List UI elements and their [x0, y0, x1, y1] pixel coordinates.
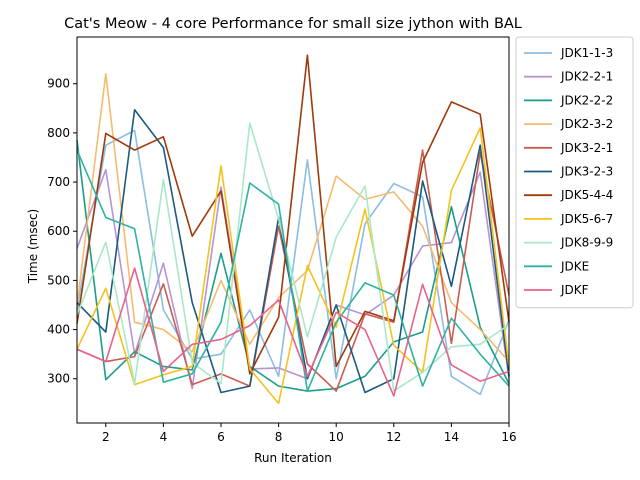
x-axis: 2 4 6 8 10 12 14 16 — [102, 423, 517, 444]
legend-label: JDK1-1-3 — [560, 46, 613, 60]
series-line-jdke — [76, 149, 510, 392]
x-tick-label: 4 — [160, 430, 168, 444]
y-tick-label: 500 — [47, 273, 70, 287]
legend-label: JDK3-2-1 — [560, 141, 613, 155]
y-tick-label: 300 — [47, 372, 70, 386]
legend-label: JDKF — [560, 283, 589, 297]
plot-lines — [76, 54, 510, 405]
y-axis-label: Time (msec) — [26, 209, 40, 284]
legend: JDK1-1-3 JDK2-2-1 JDK2-2-2 JDK2-3-2 JDK3-2-1… — [515, 36, 634, 309]
x-tick-label: 10 — [329, 430, 344, 444]
y-axis: 300 400 500 600 700 800 900 — [47, 77, 77, 386]
legend-label: JDK2-3-2 — [560, 117, 613, 131]
x-tick-label: 16 — [501, 430, 516, 444]
series-line-jdk1-1-3 — [76, 129, 510, 396]
y-tick-label: 700 — [47, 175, 70, 189]
y-tick-label: 400 — [47, 323, 70, 337]
series-line-jdk2-3-2 — [76, 73, 510, 363]
legend-label: JDK3-2-3 — [560, 165, 613, 179]
legend-label: JDK8-9-9 — [560, 236, 613, 250]
series-line-jdk2-2-2 — [76, 140, 510, 392]
y-tick-label: 900 — [47, 77, 70, 91]
legend-label: JDK2-2-2 — [560, 93, 613, 107]
series-line-jdkf — [76, 267, 510, 397]
x-tick-label: 2 — [102, 430, 110, 444]
y-tick-label: 600 — [47, 224, 70, 238]
x-axis-label: Run Iteration — [254, 451, 332, 465]
series-line-jdk8-9-9 — [76, 122, 510, 392]
y-tick-label: 800 — [47, 126, 70, 140]
legend-label: JDKE — [560, 259, 589, 273]
x-tick-label: 12 — [386, 430, 401, 444]
series-line-jdk5-6-7 — [76, 127, 510, 405]
chart-title: Cat's Meow - 4 core Performance for smal… — [64, 16, 522, 32]
legend-label: JDK5-4-4 — [560, 188, 613, 202]
x-tick-label: 14 — [444, 430, 459, 444]
x-tick-label: 6 — [217, 430, 225, 444]
legend-label: JDK5-6-7 — [560, 212, 613, 226]
legend-label: JDK2-2-1 — [560, 70, 613, 84]
plot-frame — [76, 36, 510, 424]
series-line-jdk5-4-4 — [76, 54, 510, 375]
legend-box — [515, 36, 634, 309]
x-tick-label: 8 — [275, 430, 283, 444]
